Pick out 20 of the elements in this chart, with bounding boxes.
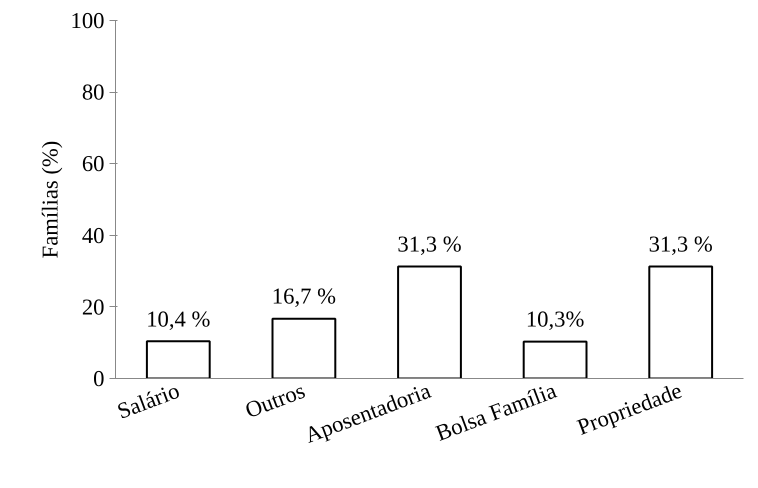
y-tick-label: 0 <box>93 366 104 391</box>
y-tick-label: 80 <box>82 80 104 105</box>
y-axis-title: Famílias (%) <box>38 140 63 258</box>
x-tick-label: Outros <box>242 378 308 423</box>
y-tick-label: 100 <box>70 8 104 33</box>
y-tick-label: 60 <box>82 151 104 176</box>
bar <box>522 340 588 378</box>
bar <box>272 318 336 378</box>
x-tick-label: Bolsa Família <box>432 378 560 446</box>
data-label: 10,3% <box>526 306 584 332</box>
bar <box>648 265 714 378</box>
x-tick-label: Salário <box>114 378 183 424</box>
data-label: 16,7 % <box>272 284 336 309</box>
bar <box>397 265 462 378</box>
data-label: 31,3 % <box>648 231 713 256</box>
data-label: 31,3 % <box>397 231 462 256</box>
y-tick-label: 40 <box>82 222 104 248</box>
bar <box>146 340 211 378</box>
y-tick-label: 20 <box>82 294 104 320</box>
data-label: 10,4 % <box>146 306 211 332</box>
